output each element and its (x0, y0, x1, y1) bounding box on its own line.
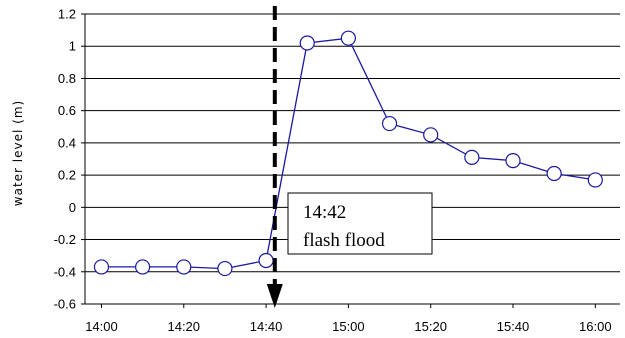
event-arrow-head (266, 284, 283, 308)
x-tick-label: 14:20 (167, 319, 200, 334)
y-tick-label: 0.6 (58, 103, 76, 118)
annotation-label: flash flood (303, 230, 385, 251)
y-tick-labels: 1.2 1 0.8 0.6 0.4 0.2 0 -0.2 -0.4 -0.6 (54, 7, 76, 312)
x-tick-label: 16:00 (579, 319, 612, 334)
y-tick-label: -0.4 (54, 264, 76, 279)
data-point (93, 259, 110, 275)
data-point (587, 172, 603, 188)
y-tick-label: -0.6 (54, 297, 76, 312)
series-water-level (93, 30, 603, 277)
data-point (423, 127, 439, 143)
x-tick-label: 14:40 (250, 319, 283, 334)
data-point (176, 259, 192, 275)
grid-lines (81, 13, 620, 305)
annotation-box (287, 192, 433, 255)
x-tick-label: 15:00 (332, 319, 365, 334)
y-tick-label: 0.2 (58, 168, 76, 183)
y-tick-label: -0.2 (54, 232, 76, 247)
x-tick-label: 15:40 (497, 319, 530, 334)
data-point (464, 149, 480, 165)
y-tick-label: 0.8 (58, 71, 76, 86)
data-point (217, 260, 233, 277)
y-tick-label: 0 (69, 200, 76, 215)
data-point (340, 30, 356, 46)
data-point (546, 165, 562, 182)
x-tick-labels: 14:00 14:20 14:40 15:00 15:20 15:40 16:00 (85, 304, 612, 334)
data-point (135, 259, 151, 275)
data-point (299, 35, 315, 51)
y-tick-label: 1.2 (58, 7, 76, 22)
x-tick-label: 15:20 (414, 319, 447, 334)
y-axis-label: water level (m) (11, 100, 25, 206)
data-point (381, 115, 398, 132)
data-point (258, 252, 274, 269)
annotation-time: 14:42 (303, 202, 346, 223)
flash-flood-marker: 14:42 flash flood (266, 6, 433, 308)
data-point (505, 153, 521, 169)
x-tick-label: 14:00 (85, 319, 118, 334)
y-tick-label: 1 (69, 39, 76, 54)
y-tick-label: 0.4 (58, 135, 76, 150)
